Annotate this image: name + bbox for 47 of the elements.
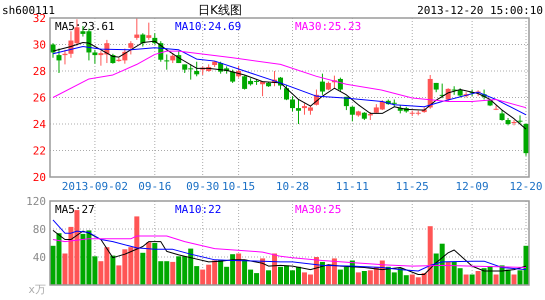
line-series [52, 230, 527, 275]
y-tick-label: 20 [32, 171, 46, 184]
bar [464, 274, 469, 285]
line-series [52, 219, 527, 272]
y-tick-label: 28 [32, 65, 46, 78]
bar [266, 270, 272, 285]
y-tick-label: 30 [32, 38, 46, 52]
text: MA30:25 [295, 203, 342, 216]
x-tick-label: 12-20 [509, 180, 543, 193]
x-tick-label: 11-11 [336, 180, 369, 193]
bar [140, 252, 146, 285]
bar [512, 274, 517, 285]
y-tick-label: 120 [26, 195, 46, 208]
bar [446, 262, 451, 285]
bar [236, 254, 242, 285]
bar [110, 256, 116, 285]
bar [356, 272, 361, 285]
series-label: MA5:27 [55, 203, 95, 216]
y-tick-label: 80 [32, 223, 46, 236]
line-series [52, 236, 527, 268]
bar [476, 271, 481, 285]
series-label: MA10:24.69 [175, 20, 242, 33]
line-series [52, 50, 527, 108]
y-tick-label: 26 [32, 92, 46, 104]
chart-title: 日K线图 [198, 3, 242, 17]
x-tick-label: 10-15 [222, 180, 256, 193]
bar [260, 258, 266, 285]
x-tick-label: 09-30 [186, 180, 220, 193]
y-tick-label: 24 [32, 118, 46, 131]
x-tick-label: 12-09 [456, 180, 489, 193]
x-tick-label: 09-16 [138, 180, 172, 193]
bar [170, 262, 176, 285]
y-axis-title: x万 [28, 283, 46, 296]
x-tick-label: 11-25 [396, 180, 429, 193]
line-series [52, 46, 527, 116]
x-tick-label: 2013-09-02 [62, 180, 128, 193]
bar [470, 274, 475, 285]
y-tick-label: 40 [32, 251, 46, 264]
bar [494, 274, 499, 285]
text: 2013-12-20 15:00:10 [417, 4, 543, 17]
bar [362, 271, 367, 285]
text: MA30:25.23 [295, 20, 362, 33]
bar [146, 242, 152, 285]
text: MA10:22 [175, 203, 222, 216]
bar [320, 262, 325, 285]
x-tick-label: 10-28 [276, 180, 310, 193]
y-tick-label: 22 [32, 144, 46, 158]
